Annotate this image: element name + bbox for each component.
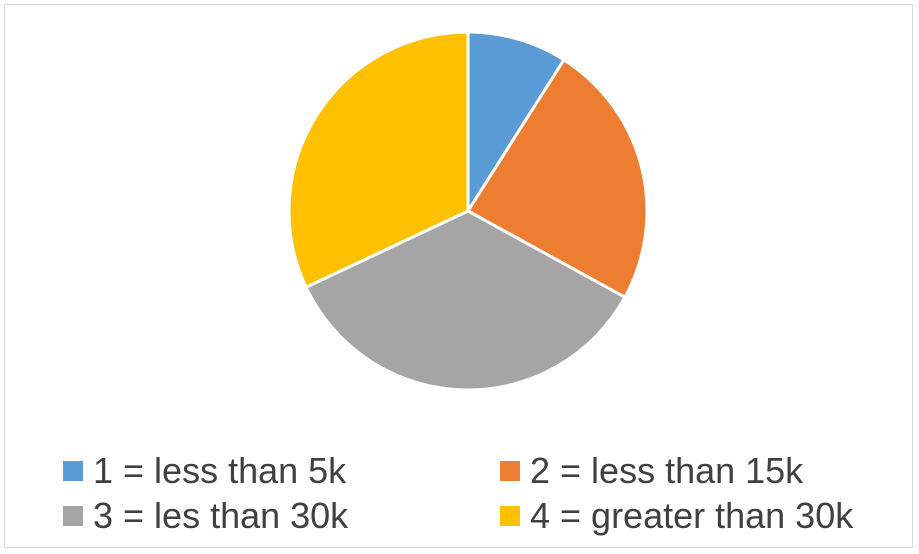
legend-swatch-3 bbox=[63, 505, 83, 526]
legend-label-1: 1 = less than 5k bbox=[93, 449, 347, 491]
legend-label-2: 2 = less than 15k bbox=[530, 449, 804, 491]
legend-item-1: 1 = less than 5k bbox=[63, 449, 500, 492]
chart-area: 1 = less than 5k 2 = less than 15k 3 = l… bbox=[4, 4, 913, 548]
legend-item-2: 2 = less than 15k bbox=[500, 449, 900, 492]
pie-slice-4 bbox=[287, 30, 470, 289]
legend-item-3: 3 = les than 30k bbox=[63, 494, 500, 537]
legend-swatch-1 bbox=[63, 460, 83, 481]
legend: 1 = less than 5k 2 = less than 15k 3 = l… bbox=[63, 449, 900, 537]
pie-chart bbox=[287, 30, 649, 392]
legend-label-3: 3 = les than 30k bbox=[93, 494, 349, 536]
legend-swatch-4 bbox=[500, 505, 520, 526]
pie-slice-3 bbox=[304, 209, 627, 392]
legend-swatch-2 bbox=[500, 460, 520, 481]
pie-slice-1 bbox=[466, 30, 566, 213]
pie-slice-2 bbox=[466, 58, 649, 299]
legend-item-4: 4 = greater than 30k bbox=[500, 494, 900, 537]
legend-label-4: 4 = greater than 30k bbox=[530, 494, 854, 536]
